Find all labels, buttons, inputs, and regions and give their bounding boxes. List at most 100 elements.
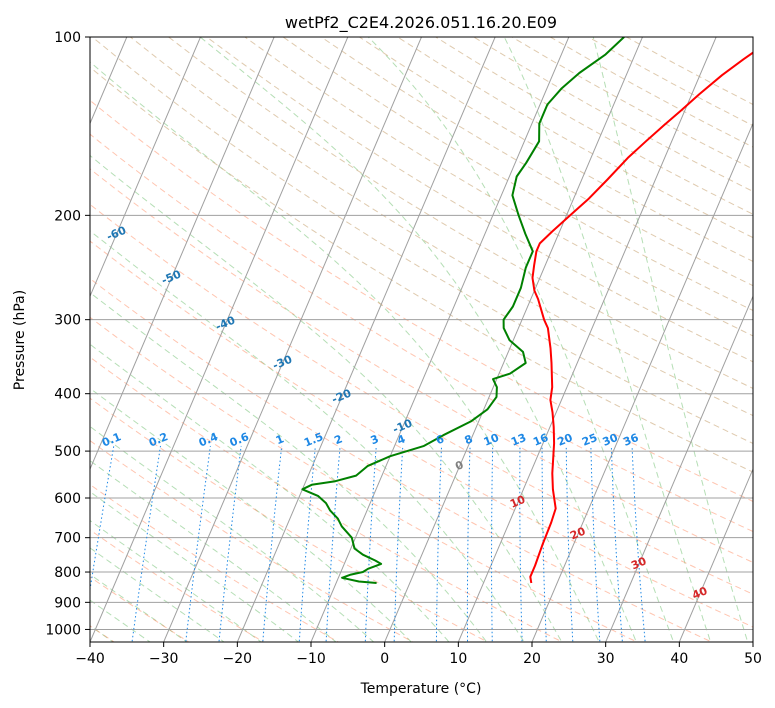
mixing-ratio-line bbox=[364, 445, 377, 642]
moist-adiabat-line bbox=[367, 37, 675, 642]
mixing-ratio-line bbox=[185, 445, 211, 642]
dry-adiabat-line bbox=[90, 483, 340, 642]
isotherm-grid-line bbox=[90, 37, 202, 298]
y-tick-label: 300 bbox=[54, 313, 81, 329]
dry-adiabat-line bbox=[167, 37, 753, 389]
moist-adiabat-line bbox=[90, 599, 151, 642]
moist-adiabat-line bbox=[199, 37, 637, 642]
dry-adiabat-line bbox=[244, 37, 753, 337]
moist-adiabats bbox=[90, 37, 749, 642]
mixing-ratio-line bbox=[519, 445, 523, 642]
mixing-ratio-label: 3 bbox=[369, 432, 381, 447]
moist-adiabat-line bbox=[90, 573, 188, 642]
temperature-profile bbox=[529, 51, 753, 584]
dry-adiabat-line bbox=[90, 529, 265, 642]
isotherm-label: 20 bbox=[568, 524, 587, 542]
y-axis-title: Pressure (hPa) bbox=[12, 290, 28, 390]
dry-adiabat-line bbox=[90, 99, 753, 502]
moist-adiabat-line bbox=[90, 387, 413, 642]
isotherm-grid-line bbox=[605, 295, 753, 642]
isotherm-grid-line bbox=[90, 37, 128, 125]
x-tick-label: −10 bbox=[296, 651, 326, 667]
y-tick-label: 200 bbox=[54, 208, 81, 224]
y-axis: 100 200 300 400 500 600 700 800 900 1000 bbox=[45, 30, 90, 638]
mixing-ratio-label: 36 bbox=[621, 431, 640, 449]
mixing-ratio-line bbox=[393, 445, 404, 642]
mixing-ratio-line bbox=[631, 445, 646, 642]
x-tick-label: 40 bbox=[670, 651, 688, 667]
isotherm-label: 30 bbox=[629, 554, 648, 572]
mixing-ratio-line bbox=[491, 445, 494, 642]
x-tick-label: 0 bbox=[380, 651, 389, 667]
x-axis: −40 −30 −20 −10 0 10 20 30 40 50 bbox=[75, 642, 762, 667]
moist-adiabat-line bbox=[503, 37, 712, 642]
dry-adiabat-line bbox=[90, 203, 753, 595]
plot-frame bbox=[89, 36, 754, 643]
mixing-ratio-label: 16 bbox=[531, 431, 550, 449]
mixing-ratio-label: 10 bbox=[482, 431, 501, 449]
isotherm-grid-line bbox=[90, 37, 275, 471]
y-tick-label: 400 bbox=[54, 387, 81, 403]
isotherm-grid-line bbox=[90, 37, 349, 642]
y-tick-label: 800 bbox=[54, 565, 81, 581]
moist-adiabat-line bbox=[90, 519, 263, 642]
y-tick-label: 500 bbox=[54, 444, 81, 460]
mixing-ratio-line bbox=[590, 445, 601, 642]
dry-adiabat-line bbox=[90, 356, 564, 642]
y-tick-label: 600 bbox=[54, 491, 81, 507]
chart-title: wetPf2_C2E4.2026.051.16.20.E09 bbox=[285, 13, 557, 33]
isotherm-grid-line bbox=[531, 122, 753, 642]
mixing-ratio-line bbox=[325, 445, 341, 642]
dry-adiabat-line bbox=[90, 133, 753, 533]
isotherm-grid-line bbox=[678, 467, 753, 642]
x-tick-label: 20 bbox=[523, 651, 541, 667]
mixing-ratio-label: 20 bbox=[555, 431, 574, 449]
dry-adiabat-line bbox=[90, 397, 489, 642]
dry-adiabat-line bbox=[90, 66, 753, 473]
mixing-ratio-label: 25 bbox=[580, 431, 599, 449]
dry-adiabats bbox=[90, 37, 753, 642]
mixing-ratio-label: 8 bbox=[463, 432, 475, 447]
x-tick-label: −40 bbox=[75, 651, 105, 667]
moist-adiabat-line bbox=[90, 61, 600, 642]
x-axis-title: Temperature (°C) bbox=[360, 681, 482, 697]
isotherm-label: 10 bbox=[508, 493, 527, 511]
y-tick-label: 700 bbox=[54, 531, 81, 547]
isotherm-grid-line bbox=[457, 37, 717, 642]
mixing-ratio-lines bbox=[90, 445, 646, 642]
mixing-ratio-line bbox=[565, 445, 574, 642]
moist-adiabat-line bbox=[90, 230, 525, 642]
isobar-grid bbox=[90, 37, 753, 630]
isotherm-grid-line bbox=[384, 37, 644, 642]
dewpoint-profile bbox=[301, 37, 625, 584]
y-tick-label: 1000 bbox=[45, 622, 81, 638]
x-tick-label: 10 bbox=[449, 651, 467, 667]
moist-adiabat-line bbox=[90, 547, 225, 642]
moist-adiabat-line bbox=[90, 154, 563, 642]
mixing-ratio-label: 30 bbox=[601, 431, 620, 449]
mixing-ratio-line bbox=[262, 445, 283, 642]
x-tick-label: −20 bbox=[223, 651, 253, 667]
mixing-ratio-line bbox=[435, 445, 443, 642]
mixing-ratio-label: 1 bbox=[274, 432, 286, 447]
moist-adiabat-line bbox=[90, 460, 337, 642]
moist-adiabat-line bbox=[90, 291, 488, 642]
dry-adiabat-line bbox=[90, 240, 753, 628]
moist-adiabat-line bbox=[90, 491, 300, 642]
isotherm-grid-line bbox=[236, 37, 496, 642]
moist-adiabat-line bbox=[90, 425, 375, 642]
mixing-ratio-label: 13 bbox=[509, 431, 528, 449]
mixing-ratio-line bbox=[131, 445, 161, 642]
dry-adiabat-line bbox=[90, 168, 753, 563]
x-tick-label: −30 bbox=[149, 651, 179, 667]
x-tick-label: 30 bbox=[597, 651, 615, 667]
dry-adiabat-line bbox=[129, 37, 753, 417]
y-tick-label: 100 bbox=[54, 30, 81, 46]
dry-adiabat-line bbox=[90, 278, 713, 642]
isotherm-label: 40 bbox=[690, 584, 709, 602]
mixing-ratio-line bbox=[610, 445, 623, 642]
mixing-ratio-line bbox=[541, 445, 547, 642]
mixing-ratio-line bbox=[218, 445, 242, 642]
x-tick-label: 50 bbox=[744, 651, 762, 667]
